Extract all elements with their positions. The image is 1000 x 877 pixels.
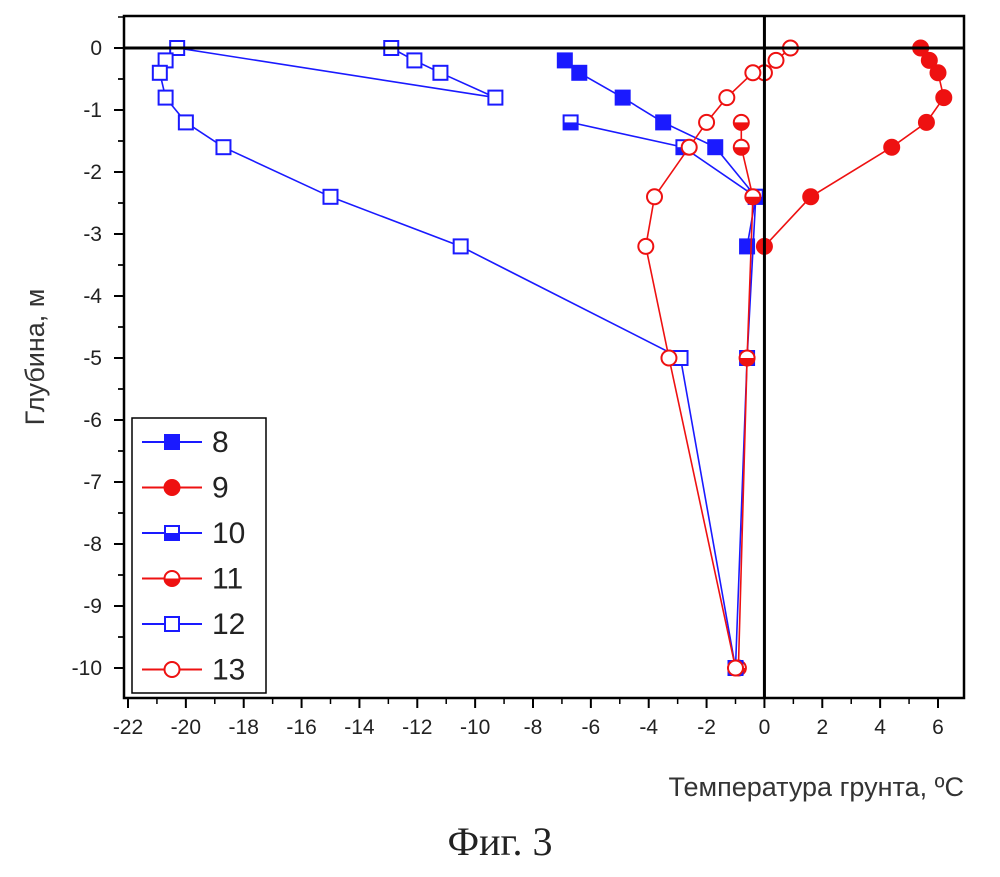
x-tick-label: -14 [344, 716, 375, 739]
legend-marker-10-half [165, 533, 179, 540]
series-11-point-half [733, 122, 749, 130]
series-9-point [920, 51, 938, 69]
series-8-point [614, 89, 631, 106]
plot-frame [122, 14, 966, 700]
series-12-point [177, 114, 194, 131]
series-12-point [215, 139, 232, 156]
legend-label-9: 9 [212, 472, 229, 505]
series-11-point-half [733, 147, 749, 155]
legend-marker-8 [164, 434, 180, 450]
x-tick-label: -2 [697, 716, 716, 739]
depth-temperature-chart: -22 -20 -18 -16 -14 -12 -10 -8 -6 -4 -2 0 2 4 60-1-2-3… [20, 14, 966, 802]
series-11-point-half [745, 196, 761, 205]
series-12-point [406, 52, 423, 69]
x-tick-label: -6 [582, 716, 601, 739]
series-13-point [727, 659, 744, 677]
legend-label-10: 10 [212, 517, 245, 550]
x-tick-label: -4 [639, 716, 658, 739]
series-13-point [718, 89, 736, 107]
x-tick-label: 4 [874, 716, 886, 739]
series-8-point [556, 52, 573, 69]
series-9-line [763, 47, 945, 247]
series-9-point [935, 89, 953, 107]
y-tick-label: -8 [83, 533, 102, 556]
series-8-point [571, 64, 588, 81]
series-9-point [883, 138, 901, 156]
x-tick-label: -20 [171, 716, 201, 739]
y-tick-label: -1 [83, 99, 102, 122]
series-8 [556, 52, 764, 255]
x-tick-label: -16 [286, 716, 316, 739]
series-9-point [917, 113, 935, 131]
x-tick-label: 0 [759, 716, 771, 739]
series-11 [729, 113, 762, 677]
series-9-point [802, 188, 820, 206]
series-8-point [655, 114, 672, 131]
legend-label-12: 12 [212, 608, 245, 641]
y-tick-label: -5 [83, 347, 102, 370]
y-tick-label: -10 [72, 657, 102, 680]
x-axis-title: Температура грунта, ºC [669, 772, 964, 802]
y-tick-label: -7 [83, 471, 102, 494]
legend-marker-11-half [164, 578, 180, 587]
x-tick-label: -8 [524, 716, 543, 739]
series-13-point [767, 51, 785, 69]
y-tick-label: -9 [83, 595, 102, 618]
series-10-point-half [563, 122, 578, 130]
series-13-point [698, 113, 716, 131]
y-tick-label: -2 [83, 161, 102, 184]
series-12-point [487, 89, 504, 106]
series-8-point [707, 139, 724, 156]
series-13-point [637, 237, 655, 255]
x-tick-label: -10 [460, 716, 490, 739]
legend-label-13: 13 [212, 654, 245, 687]
series-13 [637, 39, 799, 677]
legend-marker-12 [164, 616, 180, 632]
legend-marker-9 [163, 479, 181, 496]
series-9-point [929, 64, 947, 82]
y-tick-label: -4 [83, 285, 102, 308]
legend: 8 9 10 11 12 13 [131, 417, 267, 694]
x-tick-label: 6 [932, 716, 944, 739]
series-10 [562, 114, 764, 676]
y-axis-title: Глубина, м [20, 289, 50, 426]
series-13-point [744, 64, 762, 82]
series-9 [755, 39, 953, 255]
series-12-point [432, 64, 449, 81]
series-12-line [158, 47, 737, 669]
x-tick-label: -22 [113, 716, 143, 739]
legend-marker-13 [163, 661, 181, 678]
series-11-point-half [739, 358, 755, 366]
series-12-point [157, 89, 174, 106]
figure-caption: Фиг. 3 [447, 819, 553, 864]
series-13-point [680, 138, 698, 156]
series-12-point [151, 64, 168, 81]
legend-label-11: 11 [212, 563, 243, 596]
x-tick-label: -18 [229, 716, 259, 739]
series-13-point [660, 349, 678, 367]
y-tick-label: -3 [83, 223, 102, 246]
series-8-line [564, 59, 757, 247]
tick-labels: -22 -20 -18 -16 -14 -12 -10 -8 -6 -4 -2 0 2 4 60-1-2-3… [72, 37, 944, 739]
series-10-line [570, 121, 757, 669]
legend-box [131, 417, 267, 694]
series-layer [151, 39, 953, 677]
x-tick-label: 2 [816, 716, 828, 739]
series-13-point [646, 188, 663, 206]
series-12-point [322, 188, 339, 205]
y-tick-label: 0 [90, 37, 102, 60]
zero-axes [124, 16, 964, 698]
x-tick-label: -12 [402, 716, 432, 739]
y-tick-label: -6 [83, 409, 102, 432]
series-12-point [452, 238, 469, 255]
legend-label-8: 8 [212, 426, 229, 459]
